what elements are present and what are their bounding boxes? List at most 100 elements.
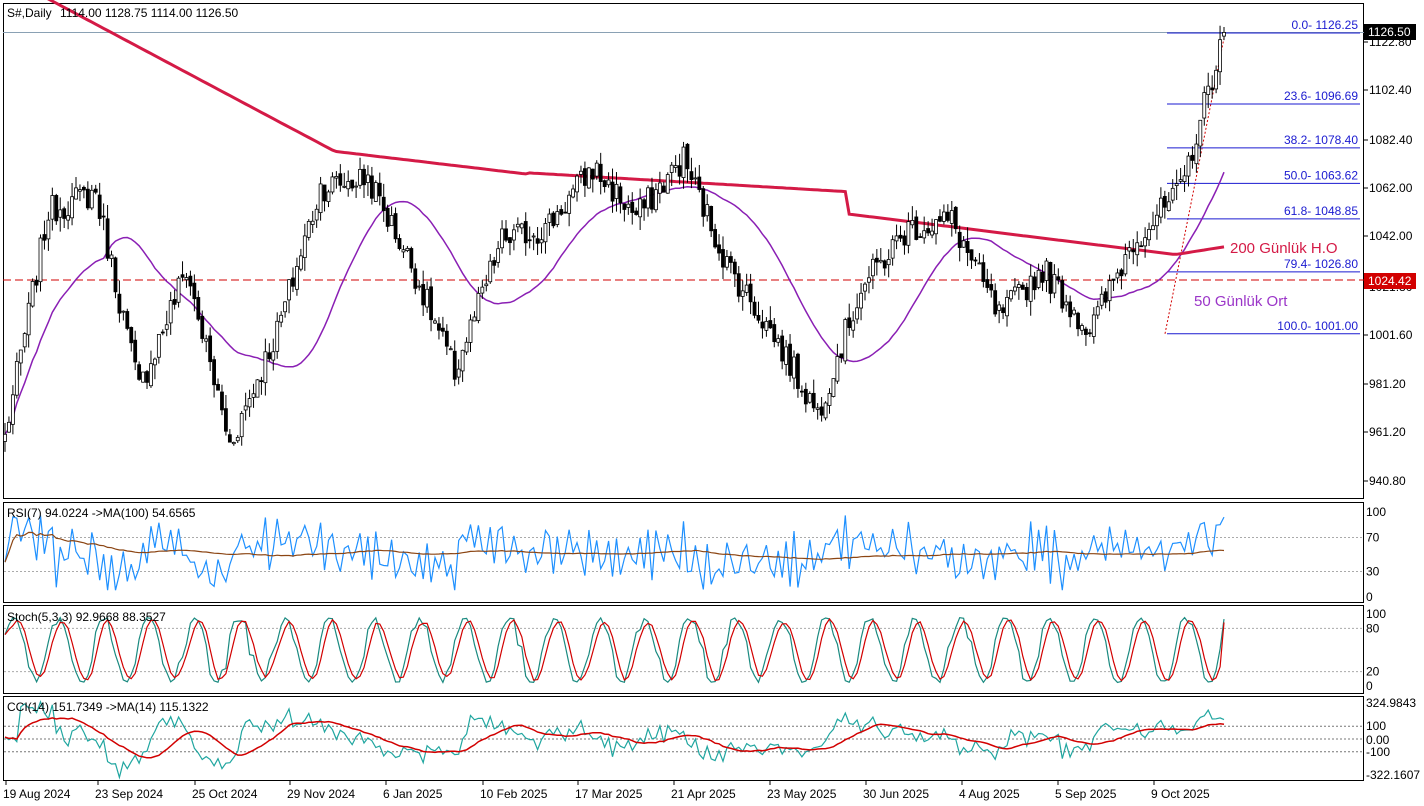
candle [910, 206, 915, 229]
candle [275, 312, 280, 359]
candle-body [121, 310, 126, 313]
candle-body [66, 215, 71, 221]
candle [874, 249, 879, 276]
candle-body [807, 393, 812, 403]
candle [878, 248, 883, 264]
candle [969, 249, 974, 269]
candle [803, 382, 808, 413]
candle-body [38, 237, 43, 283]
candle-body [496, 248, 501, 263]
candle [26, 292, 31, 348]
candle-body [1048, 261, 1053, 294]
price-tick-label: 940.80 [1369, 474, 1406, 488]
candle [882, 259, 887, 276]
candle [310, 210, 315, 233]
candle [314, 204, 319, 228]
candle [480, 279, 485, 299]
candle-body [610, 181, 615, 202]
candle [823, 401, 828, 421]
candle-body [922, 230, 927, 239]
candle [208, 327, 213, 372]
candle [697, 164, 702, 193]
candle [527, 226, 532, 249]
candle [318, 176, 323, 221]
ma50-annotation: 50 Günlük Ort [1194, 293, 1288, 310]
candle-body [295, 266, 299, 290]
candle-body [1186, 155, 1191, 177]
candle [1190, 146, 1195, 169]
candle-body [583, 168, 587, 186]
candle [295, 257, 299, 296]
candle [1214, 65, 1219, 94]
candle [792, 350, 796, 390]
candle-body [938, 216, 942, 222]
candle [1182, 165, 1187, 192]
candle-body [819, 406, 824, 416]
candle [811, 379, 816, 413]
cci-level-label: -100 [1366, 745, 1390, 759]
candle-body [788, 343, 792, 376]
candle [1016, 281, 1021, 300]
rsi-line [4, 515, 1225, 591]
candle-body [373, 182, 378, 202]
candle [555, 205, 560, 228]
ma200-line [47, 0, 1225, 256]
candle-body [1024, 287, 1029, 301]
candle-body [220, 391, 224, 411]
candle [1020, 282, 1025, 290]
candle [460, 349, 465, 382]
candle [168, 291, 173, 335]
candle [373, 180, 378, 202]
candle-body [1178, 179, 1183, 182]
candle-body [168, 300, 173, 324]
candle [1013, 278, 1017, 296]
candle [953, 206, 958, 234]
candle [1147, 222, 1151, 246]
candle [1072, 307, 1076, 316]
candle [377, 172, 382, 206]
candle [504, 220, 508, 243]
fib-level-label: 0.0- 1126.25 [1292, 18, 1359, 32]
candle [287, 279, 291, 314]
candle [397, 234, 402, 251]
candle [70, 183, 74, 226]
candle [654, 183, 658, 213]
candle-body [654, 189, 658, 211]
candle [665, 172, 670, 194]
marked-level-text: 1024.42 [1368, 274, 1412, 288]
candle-body [630, 201, 635, 213]
candle [1076, 311, 1080, 337]
candle-body [302, 235, 307, 258]
candle-body [1072, 309, 1076, 315]
candle [42, 220, 47, 250]
candle-body [1032, 276, 1037, 291]
candle [196, 290, 201, 322]
candle [1107, 274, 1112, 312]
candle [330, 172, 335, 195]
candle [728, 251, 733, 274]
candle-body [752, 301, 757, 316]
candle-body [1139, 245, 1144, 248]
candle-body [488, 260, 493, 283]
candle-body [1218, 39, 1222, 73]
price-tick-label: 961.20 [1369, 425, 1406, 439]
candle-body [531, 235, 536, 238]
candle [780, 329, 785, 370]
candle-body [227, 434, 232, 443]
candle-body [618, 186, 623, 204]
candle [1068, 295, 1073, 328]
candle [1139, 241, 1144, 248]
candle-body [231, 442, 236, 445]
candle-body [1115, 272, 1120, 279]
candle-body [910, 220, 915, 226]
candle-body [713, 229, 717, 248]
candle [681, 141, 686, 189]
candle-body [251, 393, 256, 398]
candle [369, 166, 374, 205]
stoch-level-label: 20 [1366, 665, 1380, 679]
candle [326, 189, 331, 208]
candle-body [523, 221, 528, 244]
candle [799, 385, 804, 397]
candle-body [657, 182, 662, 194]
